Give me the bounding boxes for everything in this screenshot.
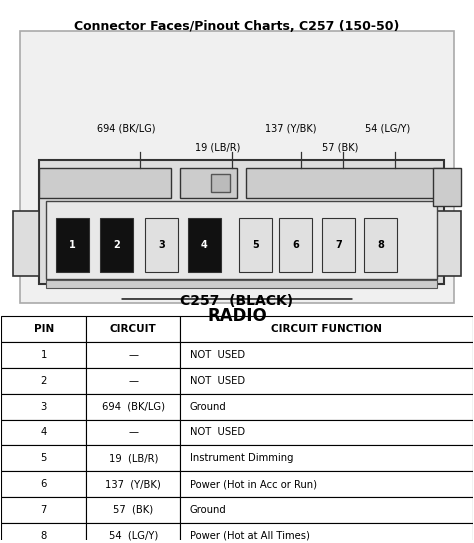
- Bar: [181, 420, 473, 445]
- Bar: [181, 471, 473, 497]
- Bar: [181, 394, 473, 420]
- Text: 694  (BK/LG): 694 (BK/LG): [102, 402, 165, 412]
- Bar: [39, 160, 444, 284]
- Bar: [322, 218, 355, 272]
- Text: 54 (LG/Y): 54 (LG/Y): [365, 123, 410, 133]
- Bar: [86, 471, 181, 497]
- Bar: [1, 523, 86, 543]
- Text: 1: 1: [69, 240, 75, 250]
- Text: 3: 3: [41, 402, 47, 412]
- Bar: [86, 342, 181, 368]
- Text: 2: 2: [113, 240, 120, 250]
- Text: Instrument Dimming: Instrument Dimming: [190, 453, 293, 463]
- Bar: [145, 218, 178, 272]
- Text: 54  (LG/Y): 54 (LG/Y): [109, 531, 158, 541]
- Bar: [39, 168, 171, 198]
- Text: 137 (Y/BK): 137 (Y/BK): [265, 123, 317, 133]
- Bar: [1, 471, 86, 497]
- Bar: [364, 218, 397, 272]
- Text: RADIO: RADIO: [207, 307, 267, 325]
- Bar: [181, 368, 473, 394]
- Bar: [86, 316, 181, 342]
- Text: NOT  USED: NOT USED: [190, 350, 245, 360]
- Text: Power (Hot in Acc or Run): Power (Hot in Acc or Run): [190, 479, 317, 489]
- Bar: [246, 168, 444, 198]
- Text: 6: 6: [41, 479, 47, 489]
- Bar: [211, 174, 230, 192]
- Text: 8: 8: [377, 240, 384, 250]
- Bar: [1, 368, 86, 394]
- Bar: [188, 218, 220, 272]
- Bar: [13, 211, 39, 276]
- Bar: [181, 497, 473, 523]
- Bar: [181, 316, 473, 342]
- Text: Power (Hot at All Times): Power (Hot at All Times): [190, 531, 310, 541]
- Bar: [1, 316, 86, 342]
- Bar: [435, 211, 461, 276]
- Text: —: —: [128, 376, 138, 386]
- Bar: [86, 497, 181, 523]
- Bar: [46, 280, 438, 288]
- Bar: [86, 368, 181, 394]
- Text: CIRCUIT: CIRCUIT: [110, 324, 157, 334]
- Text: CIRCUIT FUNCTION: CIRCUIT FUNCTION: [271, 324, 382, 334]
- Text: 5: 5: [41, 453, 47, 463]
- Bar: [1, 445, 86, 471]
- Bar: [1, 497, 86, 523]
- Text: 5: 5: [253, 240, 259, 250]
- Text: 4: 4: [41, 427, 47, 438]
- Bar: [181, 168, 237, 198]
- Text: C257  (BLACK): C257 (BLACK): [181, 294, 293, 307]
- Bar: [181, 342, 473, 368]
- Bar: [100, 218, 133, 272]
- Text: 8: 8: [41, 531, 47, 541]
- Text: 6: 6: [292, 240, 299, 250]
- Text: NOT  USED: NOT USED: [190, 427, 245, 438]
- Bar: [279, 218, 312, 272]
- Text: 694 (BK/LG): 694 (BK/LG): [97, 123, 155, 133]
- Bar: [1, 394, 86, 420]
- Text: Connector Faces/Pinout Charts, C257 (150-50): Connector Faces/Pinout Charts, C257 (150…: [74, 20, 400, 33]
- Text: 19  (LB/R): 19 (LB/R): [109, 453, 158, 463]
- Text: NOT  USED: NOT USED: [190, 376, 245, 386]
- Text: 57  (BK): 57 (BK): [113, 505, 154, 515]
- Bar: [55, 218, 89, 272]
- Text: —: —: [128, 427, 138, 438]
- Bar: [181, 445, 473, 471]
- Text: 7: 7: [41, 505, 47, 515]
- Bar: [239, 218, 273, 272]
- Text: 2: 2: [41, 376, 47, 386]
- Bar: [1, 420, 86, 445]
- Text: Ground: Ground: [190, 505, 227, 515]
- Bar: [86, 523, 181, 543]
- Text: 1: 1: [41, 350, 47, 360]
- Text: —: —: [128, 350, 138, 360]
- Text: 57 (BK): 57 (BK): [322, 142, 359, 152]
- Bar: [433, 168, 461, 206]
- Bar: [86, 394, 181, 420]
- Bar: [1, 342, 86, 368]
- Text: 4: 4: [201, 240, 208, 250]
- Bar: [181, 523, 473, 543]
- Text: 137  (Y/BK): 137 (Y/BK): [105, 479, 161, 489]
- Bar: [86, 420, 181, 445]
- Bar: [86, 445, 181, 471]
- Text: 3: 3: [158, 240, 165, 250]
- Text: Ground: Ground: [190, 402, 227, 412]
- Text: 7: 7: [335, 240, 342, 250]
- Text: PIN: PIN: [34, 324, 54, 334]
- Bar: [46, 200, 438, 279]
- Text: 19 (LB/R): 19 (LB/R): [195, 142, 241, 152]
- FancyBboxPatch shape: [20, 31, 454, 303]
